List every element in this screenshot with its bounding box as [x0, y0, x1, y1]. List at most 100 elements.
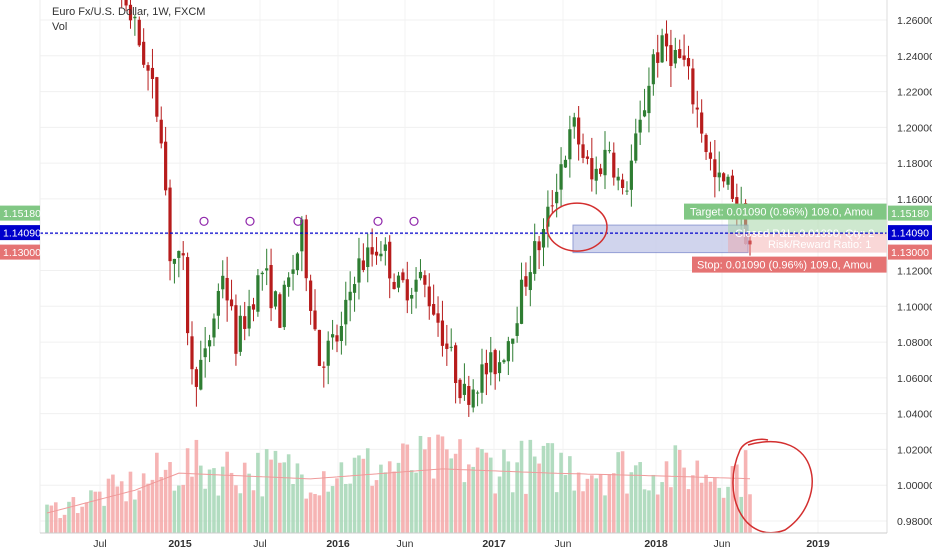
candle-body [449, 346, 453, 348]
volume-bar [532, 456, 537, 533]
candle-body [607, 150, 611, 152]
candle-body [287, 277, 291, 287]
candle-body [383, 244, 387, 251]
volume-bar [387, 461, 392, 533]
volume-bar [383, 472, 388, 533]
candle-body [436, 313, 440, 323]
volume-bar [453, 453, 458, 533]
candle-body [590, 158, 594, 180]
candle-body [137, 19, 141, 46]
volume-bar [163, 469, 168, 533]
candle-body [642, 110, 647, 117]
candle-body [168, 187, 172, 262]
candle-body [379, 253, 383, 257]
price-tick-label: 1.20000 [897, 122, 932, 134]
volume-bar [89, 490, 93, 533]
volume-bars [45, 434, 752, 533]
volume-bar [247, 473, 251, 533]
volume-bar [168, 462, 172, 533]
candle-body [388, 241, 392, 279]
volume-bar [295, 463, 300, 533]
candle-body [735, 197, 739, 210]
volume-bar [242, 462, 247, 533]
candle-body [361, 260, 365, 270]
candle-body [493, 350, 497, 375]
candle-body [546, 206, 550, 227]
price-axis: 0.98000 1.00000 1.02000 1.04000 1.06000 1.080… [39, 0, 932, 534]
volume-bar [80, 506, 84, 533]
candle-body [133, 16, 137, 19]
candle-body [467, 386, 471, 405]
volume-bar [67, 501, 71, 533]
time-axis: Jul 2015 Jul 2016 Jun 2017 Jun 2018 Jun 2019 [93, 538, 830, 550]
candle-body [572, 117, 576, 127]
volume-bar [572, 490, 577, 533]
volume-bar [115, 486, 120, 533]
volume-bar [238, 493, 243, 533]
target-label: Target: 0.01090 (0.96%) 109.0, Amou [690, 207, 873, 219]
volume-bar [620, 451, 625, 533]
time-tick-label: 2018 [644, 538, 668, 550]
candle-body [243, 316, 247, 329]
volume-bar [581, 491, 585, 533]
price-tick-label: 1.22000 [897, 87, 932, 99]
volume-bar [124, 501, 128, 533]
candle-body [159, 119, 163, 144]
volume-bar [251, 490, 256, 533]
candle-body [533, 241, 537, 274]
volume-bar [647, 490, 651, 533]
volume-bar [119, 481, 124, 533]
volume-bar [686, 489, 691, 533]
volume-bar [616, 452, 620, 533]
volume-bar [133, 499, 137, 533]
risk-reward-label: Risk/Reward Ratio: 1 [768, 239, 871, 251]
candle-body [155, 77, 159, 117]
left-current-price-tag: 1.14090 [3, 228, 41, 240]
candle-body [177, 250, 181, 258]
candle-body [427, 286, 431, 307]
volume-bar [308, 492, 313, 533]
candle-body [559, 164, 563, 190]
candle-body [357, 258, 361, 283]
candle-body [322, 366, 326, 368]
volume-bar [45, 504, 49, 533]
volume-bar [541, 445, 546, 533]
volume-bar [554, 492, 559, 533]
candle-body [515, 323, 519, 336]
volume-bar [585, 478, 590, 533]
volume-bar [546, 443, 550, 533]
volume-bar [405, 444, 410, 533]
candle-body [555, 191, 559, 204]
candle-body [432, 304, 436, 315]
volume-bar [414, 472, 418, 533]
volume-bar [607, 474, 612, 533]
candle-body [651, 54, 655, 85]
price-tags: 1.15180 1.14090 1.13000 1.15180 1.14090 1.130… [0, 205, 932, 260]
volume-bar [480, 449, 484, 533]
volume-bar [475, 447, 480, 533]
volume-bar [418, 435, 423, 533]
volume-bar [159, 477, 164, 533]
price-tick-label: 1.26000 [897, 15, 932, 27]
candle-body [511, 338, 515, 344]
candle-body [146, 65, 150, 71]
candle-body [221, 275, 225, 290]
candle-body [410, 295, 414, 299]
candle-body [660, 35, 664, 63]
candle-body [392, 281, 396, 290]
time-tick-label: 2017 [482, 538, 506, 550]
volume-bar [137, 490, 142, 533]
volume-bar [264, 449, 269, 533]
stop-label-bg [692, 256, 887, 273]
right-current-price-tag-bg [888, 225, 932, 241]
price-tick-label: 1.18000 [897, 158, 932, 170]
right-target-price-tag: 1.15180 [891, 208, 929, 220]
candle-body [203, 348, 207, 358]
volume-bar [708, 481, 713, 533]
volume-bar [409, 470, 414, 533]
volume-bar [528, 439, 533, 533]
volume-bar [379, 464, 383, 533]
candle-body [150, 67, 155, 79]
left-stop-price-tag: 1.13000 [3, 247, 41, 259]
candle-body [629, 160, 633, 190]
